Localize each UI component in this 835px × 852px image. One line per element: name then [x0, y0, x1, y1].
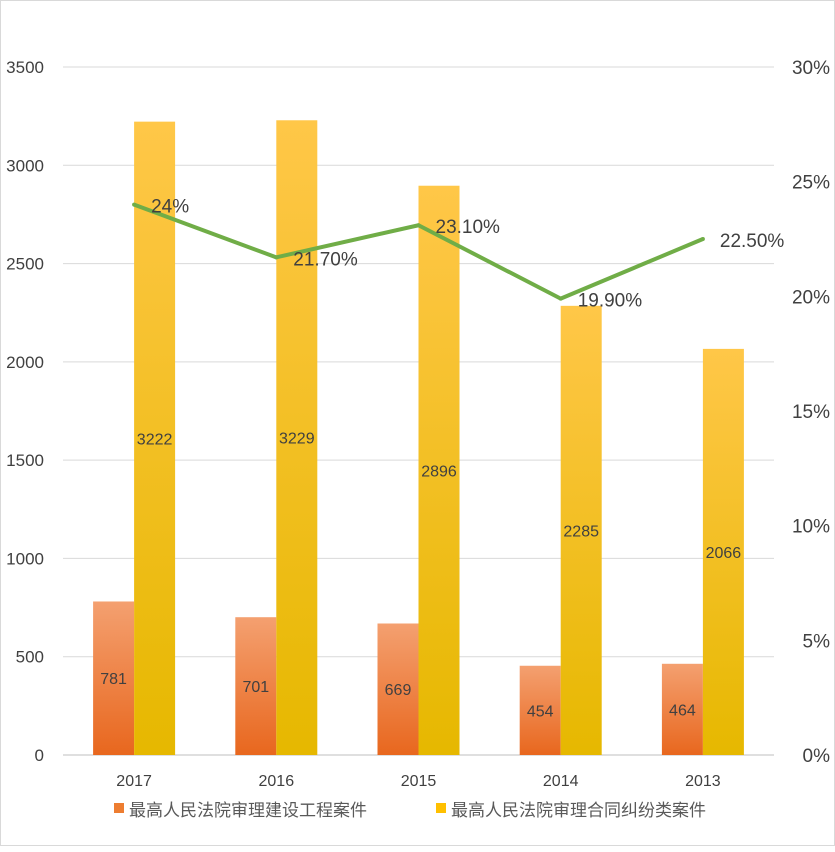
bar-contract: [418, 185, 460, 756]
right-tick-label: 30%: [792, 58, 830, 79]
right-tick-label: 10%: [792, 517, 830, 538]
category-label: 2014: [543, 773, 579, 790]
right-tick-label: 0%: [803, 746, 831, 767]
ratio-point: [558, 296, 563, 301]
legend-swatch-construction: [114, 803, 124, 813]
left-axis: 0 500 1000 1500 2000 2500 3000 3500: [6, 58, 44, 765]
right-tick-label: 25%: [792, 173, 830, 194]
bar-contract-label: 3222: [137, 431, 173, 448]
ratio-label: 24%: [151, 197, 189, 218]
ratio-point: [274, 255, 279, 260]
ratio-label: 19.90%: [578, 291, 643, 312]
bar-construction: [519, 665, 561, 755]
bar-construction-label: 701: [242, 679, 269, 696]
left-tick-label: 3000: [6, 156, 44, 175]
left-tick-label: 0: [35, 746, 44, 765]
legend-label-contract: 最高人民法院审理合同纠纷类案件: [451, 801, 706, 821]
bar-contract-label: 2285: [563, 523, 599, 540]
bar-contract: [702, 348, 744, 755]
left-tick-label: 3500: [6, 58, 44, 77]
bar-construction-label: 464: [669, 702, 696, 719]
category-label: 2015: [401, 773, 437, 790]
right-tick-label: 15%: [792, 402, 830, 423]
bar-construction: [93, 601, 135, 755]
category-label: 2017: [116, 773, 152, 790]
bar-construction-label: 781: [100, 671, 127, 688]
bar-construction: [235, 617, 277, 755]
bar-construction: [661, 663, 703, 755]
left-tick-label: 1500: [6, 451, 44, 470]
category-axis: 2017 2016 2015 2014 2013: [116, 773, 720, 790]
ratio-line: 24% 21.70% 23.10% 19.90% 22.50%: [132, 197, 784, 312]
category-label: 2013: [685, 773, 721, 790]
bar-construction: [377, 623, 419, 755]
legend: 最高人民法院审理建设工程案件 最高人民法院审理合同纠纷类案件: [114, 801, 706, 821]
legend-label-construction: 最高人民法院审理建设工程案件: [129, 801, 367, 821]
ratio-point: [132, 202, 137, 207]
right-axis: 0% 5% 10% 15% 20% 25% 30%: [792, 58, 830, 767]
bar-contract: [134, 121, 176, 756]
ratio-point: [416, 223, 421, 228]
bar-contract: [560, 305, 602, 755]
ratio-point: [700, 237, 705, 241]
left-tick-label: 1000: [6, 549, 44, 568]
bar-contract-label: 2896: [421, 463, 457, 480]
bar-construction-label: 669: [385, 682, 412, 699]
legend-swatch-contract: [436, 803, 446, 813]
bars: 781 3222 701 3229 669 2896 454 2285 464 2066: [93, 120, 744, 756]
left-tick-label: 500: [16, 648, 44, 667]
category-label: 2016: [259, 773, 295, 790]
bar-construction-label: 454: [527, 703, 554, 720]
bar-contract-label: 3229: [279, 431, 315, 448]
ratio-label: 21.70%: [293, 249, 358, 270]
bar-contract: [276, 120, 318, 755]
ratio-label: 23.10%: [436, 217, 501, 238]
ratio-label: 22.50%: [720, 231, 785, 252]
left-tick-label: 2500: [6, 255, 44, 274]
left-tick-label: 2000: [6, 353, 44, 372]
right-tick-label: 5%: [803, 631, 831, 652]
right-tick-label: 20%: [792, 287, 830, 308]
bar-contract-label: 2066: [706, 545, 742, 562]
